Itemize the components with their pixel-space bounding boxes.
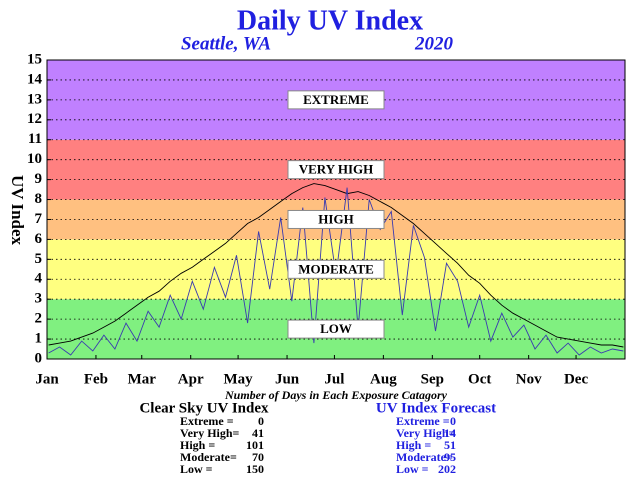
y-tick-label: 3 (35, 291, 43, 307)
stats-label: Extreme = (180, 414, 234, 428)
y-tick-label: 5 (35, 251, 43, 267)
y-tick-label: 8 (35, 191, 43, 207)
x-tick-label: Mar (128, 371, 157, 387)
stats-label: Very High= (396, 426, 456, 440)
stats-label: Low = (396, 462, 429, 476)
band-label: VERY HIGH (299, 162, 374, 177)
stats-label: Very High= (180, 426, 240, 440)
y-tick-label: 10 (27, 151, 42, 167)
y-tick-label: 4 (35, 271, 43, 287)
band-label: LOW (320, 321, 352, 336)
year: 2020 (414, 33, 454, 54)
stats-value: 14 (444, 426, 456, 440)
y-axis-label: UV Index (8, 175, 27, 246)
plot-frame (46, 59, 626, 360)
stats-value: 0 (450, 414, 456, 428)
x-axis-label: Number of Days in Each Exposure Catagory (224, 388, 448, 402)
y-tick-label: 1 (35, 331, 43, 347)
x-tick-label: Aug (370, 371, 397, 387)
band-label: EXTREME (303, 92, 369, 107)
stats-title: UV Index Forecast (376, 400, 496, 416)
stats-value: 0 (258, 414, 264, 428)
y-tick-label: 14 (27, 71, 43, 87)
y-tick-label: 12 (27, 111, 42, 127)
stats-label: High = (180, 438, 215, 452)
x-tick-label: Jan (35, 371, 59, 387)
x-tick-label: Oct (468, 371, 491, 387)
band-label-box (287, 319, 385, 339)
x-tick-label: Feb (84, 371, 108, 387)
stats-value: 150 (246, 462, 264, 476)
y-tick-label: 7 (35, 211, 43, 227)
y-tick-label: 15 (27, 51, 42, 67)
stats-value: 101 (246, 438, 264, 452)
y-tick-label: 13 (27, 91, 42, 107)
stats-label: Moderate= (180, 450, 237, 464)
y-tick-label: 0 (35, 350, 43, 366)
stats-label: High = (396, 438, 431, 452)
chart-title: Daily UV Index (237, 5, 423, 36)
location: Seattle, WA (181, 33, 271, 54)
stats-title: Clear Sky UV Index (139, 400, 269, 416)
x-tick-label: May (224, 371, 254, 387)
stats-value: 95 (444, 450, 456, 464)
stats-value: 70 (252, 450, 264, 464)
x-tick-label: Jul (324, 371, 344, 387)
x-tick-label: Dec (564, 371, 588, 387)
stats-label: Low = (180, 462, 213, 476)
y-tick-label: 2 (35, 311, 43, 327)
band-label-box (287, 209, 385, 229)
x-tick-label: Apr (178, 371, 204, 387)
band-label-box (287, 160, 385, 180)
band-label-box (287, 259, 385, 279)
uv-line (48, 183, 624, 348)
y-tick-label: 6 (35, 231, 43, 247)
band-label: MODERATE (298, 261, 374, 276)
y-tick-label: 11 (28, 131, 42, 147)
stats-value: 202 (438, 462, 456, 476)
stats-label: Moderate= (396, 450, 453, 464)
stats-value: 51 (444, 438, 456, 452)
band-label-box (287, 90, 385, 110)
band-label: HIGH (318, 211, 353, 226)
x-tick-label: Jun (275, 371, 300, 387)
y-tick-label: 9 (35, 171, 43, 187)
x-tick-label: Sep (421, 371, 444, 387)
x-tick-label: Nov (516, 371, 542, 387)
stats-value: 41 (252, 426, 264, 440)
stats-label: Extreme = (396, 414, 450, 428)
